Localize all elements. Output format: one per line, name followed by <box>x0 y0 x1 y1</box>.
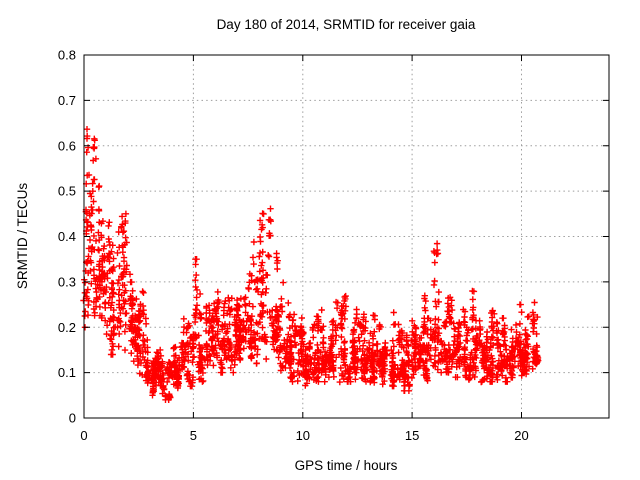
axis-ticks <box>83 54 609 419</box>
x-tick-label: 10 <box>296 428 310 443</box>
x-axis-label: GPS time / hours <box>295 458 398 473</box>
y-tick-labels: 0 0.1 0.2 0.3 0.4 0.5 0.6 0.7 0.8 <box>58 48 76 426</box>
scatter-points <box>80 126 542 403</box>
chart-title: Day 180 of 2014, SRMTID for receiver gai… <box>217 17 476 32</box>
x-tick-label: 5 <box>190 428 197 443</box>
scatter-series <box>80 126 542 403</box>
y-tick-label: 0.3 <box>58 274 76 289</box>
y-axis-label: SRMTID / TECUs <box>15 183 30 290</box>
y-tick-label: 0.4 <box>58 229 76 244</box>
y-tick-label: 0.2 <box>58 320 76 335</box>
y-tick-label: 0.8 <box>58 48 76 63</box>
y-tick-label: 0.5 <box>58 184 76 199</box>
y-tick-label: 0.7 <box>58 93 76 108</box>
x-tick-label: 0 <box>80 428 87 443</box>
tick-marks-path <box>83 54 609 419</box>
y-tick-label: 0.1 <box>58 365 76 380</box>
x-tick-label: 15 <box>405 428 419 443</box>
x-tick-labels: 0 5 10 15 20 <box>80 428 528 443</box>
y-tick-label: 0.6 <box>58 138 76 153</box>
x-tick-label: 20 <box>514 428 528 443</box>
grid-path <box>84 55 609 418</box>
gridlines <box>84 55 609 418</box>
y-tick-label: 0 <box>69 411 76 426</box>
